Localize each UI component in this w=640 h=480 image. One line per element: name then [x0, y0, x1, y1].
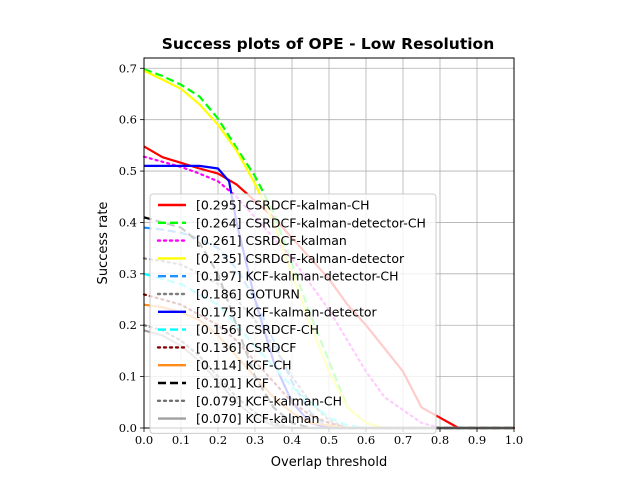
legend-label-1: [0.264] CSRDCF-kalman-detector-CH [196, 215, 426, 230]
x-tick-label: 1.0 [505, 433, 523, 447]
x-tick-label: 0.1 [172, 433, 190, 447]
y-tick-label: 0.1 [119, 370, 137, 384]
y-tick-label: 0.4 [119, 215, 137, 229]
x-tick-label: 0.9 [468, 433, 486, 447]
legend-label-6: [0.175] KCF-kalman-detector [196, 304, 378, 319]
x-axis-label: Overlap threshold [271, 455, 387, 470]
x-tick-label: 0.2 [209, 433, 227, 447]
tick-layer: 0.0 0.1 0.2 0.3 0.4 0.5 0.6 0.7 0.8 0.9 1.0 0.0 0.1 0… [119, 61, 523, 447]
legend-label-0: [0.295] CSRDCF-kalman-CH [196, 198, 369, 213]
y-tick-label: 0.3 [119, 267, 137, 281]
legend-label-8: [0.136] CSRDCF [196, 340, 296, 355]
legend-box [149, 193, 437, 434]
y-tick-label: 0.6 [119, 113, 137, 127]
series-line-1 [143, 68, 514, 430]
y-axis-label: Success rate [96, 202, 111, 285]
x-tick-label: 0.5 [320, 433, 338, 447]
legend-label-9: [0.114] KCF-CH [196, 358, 292, 373]
legend: [0.295] CSRDCF-kalman-CH [0.264] CSRDCF-k… [149, 193, 437, 434]
legend-label-3: [0.235] CSRDCF-kalman-detector [196, 251, 405, 266]
x-tick-label: 0.3 [246, 433, 264, 447]
legend-label-5: [0.186] GOTURN [196, 287, 300, 302]
legend-label-4: [0.197] KCF-kalman-detector-CH [196, 269, 399, 284]
y-tick-label: 0.5 [119, 164, 137, 178]
x-tick-label: 0.7 [394, 433, 412, 447]
y-tick-label: 0.2 [119, 318, 137, 332]
legend-label-7: [0.156] CSRDCF-CH [196, 322, 319, 337]
x-tick-label: 0.4 [283, 433, 301, 447]
x-tick-label: 0.8 [431, 433, 449, 447]
legend-label-11: [0.079] KCF-kalman-CH [196, 393, 342, 408]
legend-label-2: [0.261] CSRDCF-kalman [196, 233, 347, 248]
y-tick-label: 0.0 [119, 421, 137, 435]
legend-label-10: [0.101] KCF [196, 376, 269, 391]
x-tick-label: 0.0 [135, 433, 153, 447]
y-tick-label: 0.7 [119, 61, 137, 75]
chart-title: Success plots of OPE - Low Resolution [162, 35, 494, 53]
x-tick-label: 0.6 [357, 433, 375, 447]
legend-label-12: [0.070] KCF-kalman [196, 411, 319, 426]
